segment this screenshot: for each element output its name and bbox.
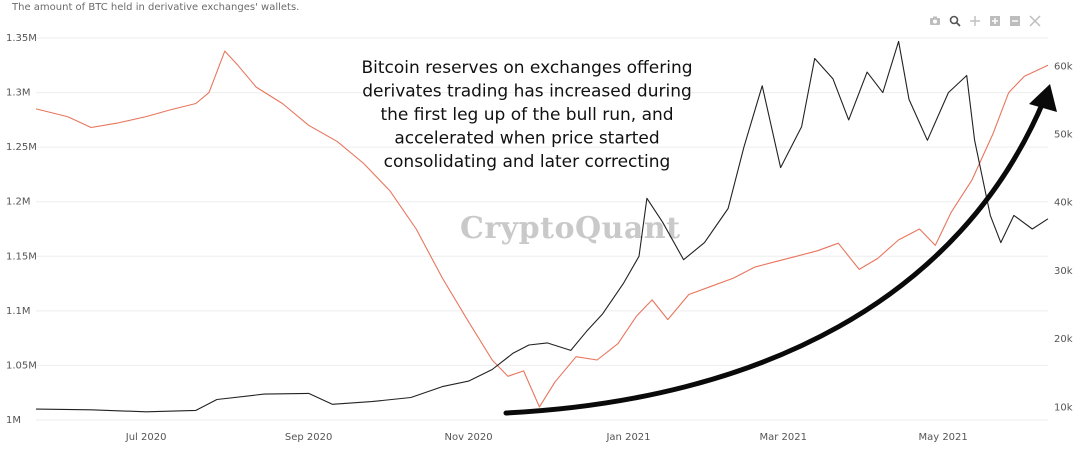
right-axis-tick-label: 50k [1054, 130, 1073, 141]
x-axis-ticks: Jul 2020 Sep 2020 Nov 2020 Jan 2021 Mar 2021… [125, 432, 968, 443]
x-axis-tick-label: May 2021 [918, 432, 967, 443]
left-axis-tick-label: 1.15M [6, 251, 37, 262]
btc-reserve-line [35, 50, 1049, 408]
right-axis-ticks: 10k 20k 30k 40k 50k 60k [1054, 61, 1073, 413]
watermark: CryptoQuant [460, 211, 681, 246]
zoom-icon[interactable] [948, 14, 962, 28]
zoom-out-icon[interactable] [1008, 14, 1022, 28]
zoom-in-icon[interactable] [988, 14, 1002, 28]
left-axis-tick-label: 1M [6, 415, 21, 426]
left-axis-tick-label: 1.35M [6, 33, 37, 44]
x-axis-tick-label: Sep 2020 [285, 432, 332, 443]
annotation-line: the first leg up of the bull run, and [380, 105, 673, 125]
trend-arrow-shaft [503, 97, 1047, 416]
left-axis-tick-label: 1.1M [6, 306, 31, 317]
camera-icon[interactable] [928, 14, 942, 28]
chart-toolbar [928, 14, 1042, 28]
right-axis-tick-label: 20k [1054, 334, 1073, 345]
x-axis-tick-label: Jan 2021 [605, 432, 650, 443]
annotation-line: consolidating and later correcting [384, 152, 671, 172]
x-axis-tick-label: Jul 2020 [125, 432, 167, 443]
left-axis-tick-label: 1.3M [6, 88, 31, 99]
right-axis-tick-label: 30k [1054, 266, 1073, 277]
annotation-text: Bitcoin reserves on exchanges offering de… [361, 58, 692, 172]
series-lines [35, 40, 1049, 413]
x-axis-tick-label: Mar 2021 [759, 432, 807, 443]
right-axis-tick-label: 40k [1054, 198, 1073, 209]
x-axis-tick-label: Nov 2020 [445, 432, 493, 443]
pan-icon[interactable] [968, 14, 982, 28]
trend-arrow [503, 84, 1057, 416]
annotation-line: derivates trading has increased during [362, 82, 692, 102]
trend-arrow-head [1029, 84, 1057, 112]
chart-subtitle: The amount of BTC held in derivative exc… [12, 2, 300, 13]
gridlines [36, 37, 1048, 421]
annotation-line: accelerated when price started [394, 129, 659, 149]
btc-price-line [35, 40, 1049, 413]
left-axis-ticks: 1M 1.05M 1.1M 1.15M 1.2M 1.25M 1.3M 1.35M [6, 33, 37, 426]
right-axis-tick-label: 60k [1054, 61, 1073, 72]
left-axis-tick-label: 1.25M [6, 142, 37, 153]
autoscale-icon[interactable] [1028, 14, 1042, 28]
right-axis-tick-label: 10k [1054, 402, 1073, 413]
annotation-line: Bitcoin reserves on exchanges offering [361, 58, 692, 78]
left-axis-tick-label: 1.05M [6, 360, 37, 371]
left-axis-tick-label: 1.2M [6, 197, 31, 208]
